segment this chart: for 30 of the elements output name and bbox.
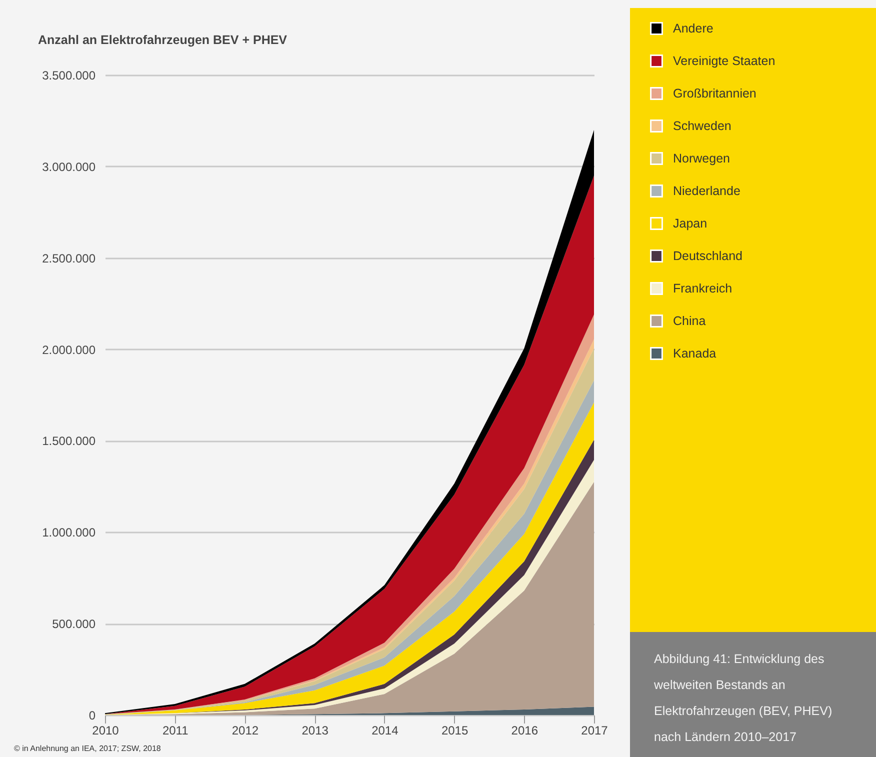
legend-label: Kanada [673, 346, 716, 360]
y-tick-label: 3.000.000 [42, 160, 96, 174]
legend-label: Schweden [673, 119, 732, 133]
text: Abbildung 41: Entwicklung des weltweiten Bestands an Elektrofahrzeugen (BEV, PHEV) nach Ländern 2010–2017 [630, 632, 876, 757]
legend-label: Niederlande [673, 184, 740, 198]
x-tick-label: 2015 [441, 724, 468, 738]
y-tick-label: 3.500.000 [42, 68, 96, 82]
x-tick-label: 2012 [232, 724, 259, 738]
legend-label: China [673, 314, 706, 328]
legend-label: Norwegen [673, 152, 730, 166]
y-tick-label: 1.500.000 [42, 434, 96, 448]
x-tick-label: 2010 [92, 724, 120, 738]
x-tick-label: 2016 [511, 724, 538, 738]
legend-label: Großbritannien [673, 86, 756, 100]
text: © in Anlehnung an IEA, 2017; ZSW, 2018 [14, 744, 161, 753]
chart-title: Anzahl an Elektrofahrzeugen BEV + PHEV [38, 33, 288, 47]
legend-label: Vereinigte Staaten [673, 54, 776, 68]
y-tick-label: 2.500.000 [42, 251, 96, 266]
x-tick-label: 2014 [372, 724, 399, 738]
x-tick-label: 2013 [302, 724, 329, 738]
y-tick-label: 500.000 [52, 617, 96, 632]
legend-label: Japan [673, 216, 708, 230]
legend-label: Deutschland [673, 249, 743, 263]
x-tick-label: 2011 [162, 724, 189, 738]
y-tick-label: 2.000.000 [42, 342, 96, 357]
legend-label: Andere [673, 22, 714, 36]
x-tick-label: 2017 [581, 724, 608, 738]
legend-label: Frankreich [673, 282, 732, 296]
y-tick-label: 1.000.000 [42, 526, 96, 540]
y-tick-label: 0 [88, 708, 96, 722]
